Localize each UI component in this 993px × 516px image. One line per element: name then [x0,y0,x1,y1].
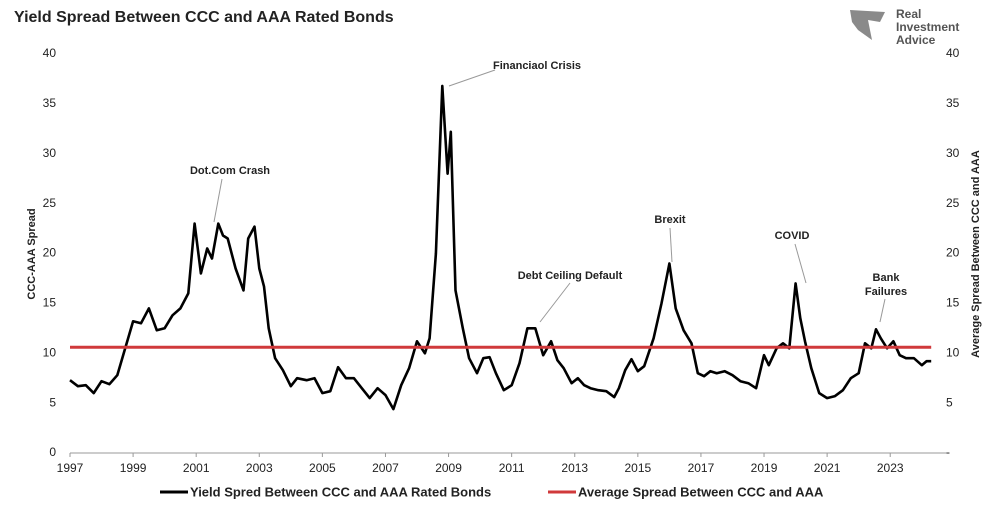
x-tick-label: 2021 [814,461,841,475]
logo-icon [850,10,885,40]
y2-tick-label: 20 [946,246,960,260]
y-tick-label: 30 [43,146,57,160]
x-tick-label: 1999 [120,461,147,475]
x-tick-label: 2019 [751,461,778,475]
annotation-arrow [669,227,673,263]
annotation-arrow [794,243,807,284]
y2-tick-label: 35 [946,96,960,110]
x-tick-label: 2011 [499,461,525,475]
x-tick-label: 2009 [435,461,462,475]
annotation-arrow [213,178,223,223]
logo-text: Real [896,7,921,21]
legend-label: Average Spread Between CCC and AAA [578,484,824,499]
annotation: Debt Ceiling Default [518,270,623,282]
y-tick-label: 20 [43,246,57,260]
x-tick-label: 2003 [246,461,273,475]
series-line [69,84,932,411]
y-tick-label: 35 [43,96,57,110]
y2-tick-label: 10 [946,345,960,359]
x-tick-label: 2015 [624,461,651,475]
x-tick-label: 2013 [561,461,588,475]
annotation: Financiaol Crisis [493,60,581,72]
annotation: Failures [865,286,907,298]
annotation: COVID [775,230,810,242]
y2-tick-label: 25 [946,196,960,210]
x-tick-label: 2017 [688,461,715,475]
y2-tick-label: 40 [946,46,960,60]
annotation-arrow [448,69,496,87]
y-tick-label: 5 [49,395,56,409]
logo: Real Investment Advice [850,7,959,47]
y-tick-label: 10 [43,345,57,359]
x-tick-label: 2023 [877,461,904,475]
y2-tick-label: 15 [946,296,960,310]
x-tick-label: 2007 [372,461,399,475]
y2-tick-label: 5 [946,395,953,409]
logo-text: Advice [896,33,936,47]
y2-tick-label: - [946,445,950,459]
legend-label: Yield Spred Between CCC and AAA Rated Bo… [190,484,491,499]
x-tick-label: 2005 [309,461,336,475]
y2-axis-label: Average Spread Between CCC and AAA [970,150,982,358]
annotation: Dot.Com Crash [190,165,270,177]
y-axis-label: CCC-AAA Spread [26,208,38,299]
chart-title: Yield Spread Between CCC and AAA Rated B… [14,9,394,26]
annotation: Bank [873,272,901,284]
y-tick-label: 40 [43,46,57,60]
logo-text: Investment [896,20,959,34]
y-tick-label: 15 [43,296,57,310]
annotation-arrow [879,298,886,323]
y-tick-label: 25 [43,196,57,210]
x-tick-label: 1997 [57,461,84,475]
y-tick-label: 0 [49,445,56,459]
annotation-arrow [539,282,571,323]
y2-tick-label: 30 [946,146,960,160]
x-tick-label: 2001 [183,461,210,475]
annotation: Brexit [654,214,686,226]
